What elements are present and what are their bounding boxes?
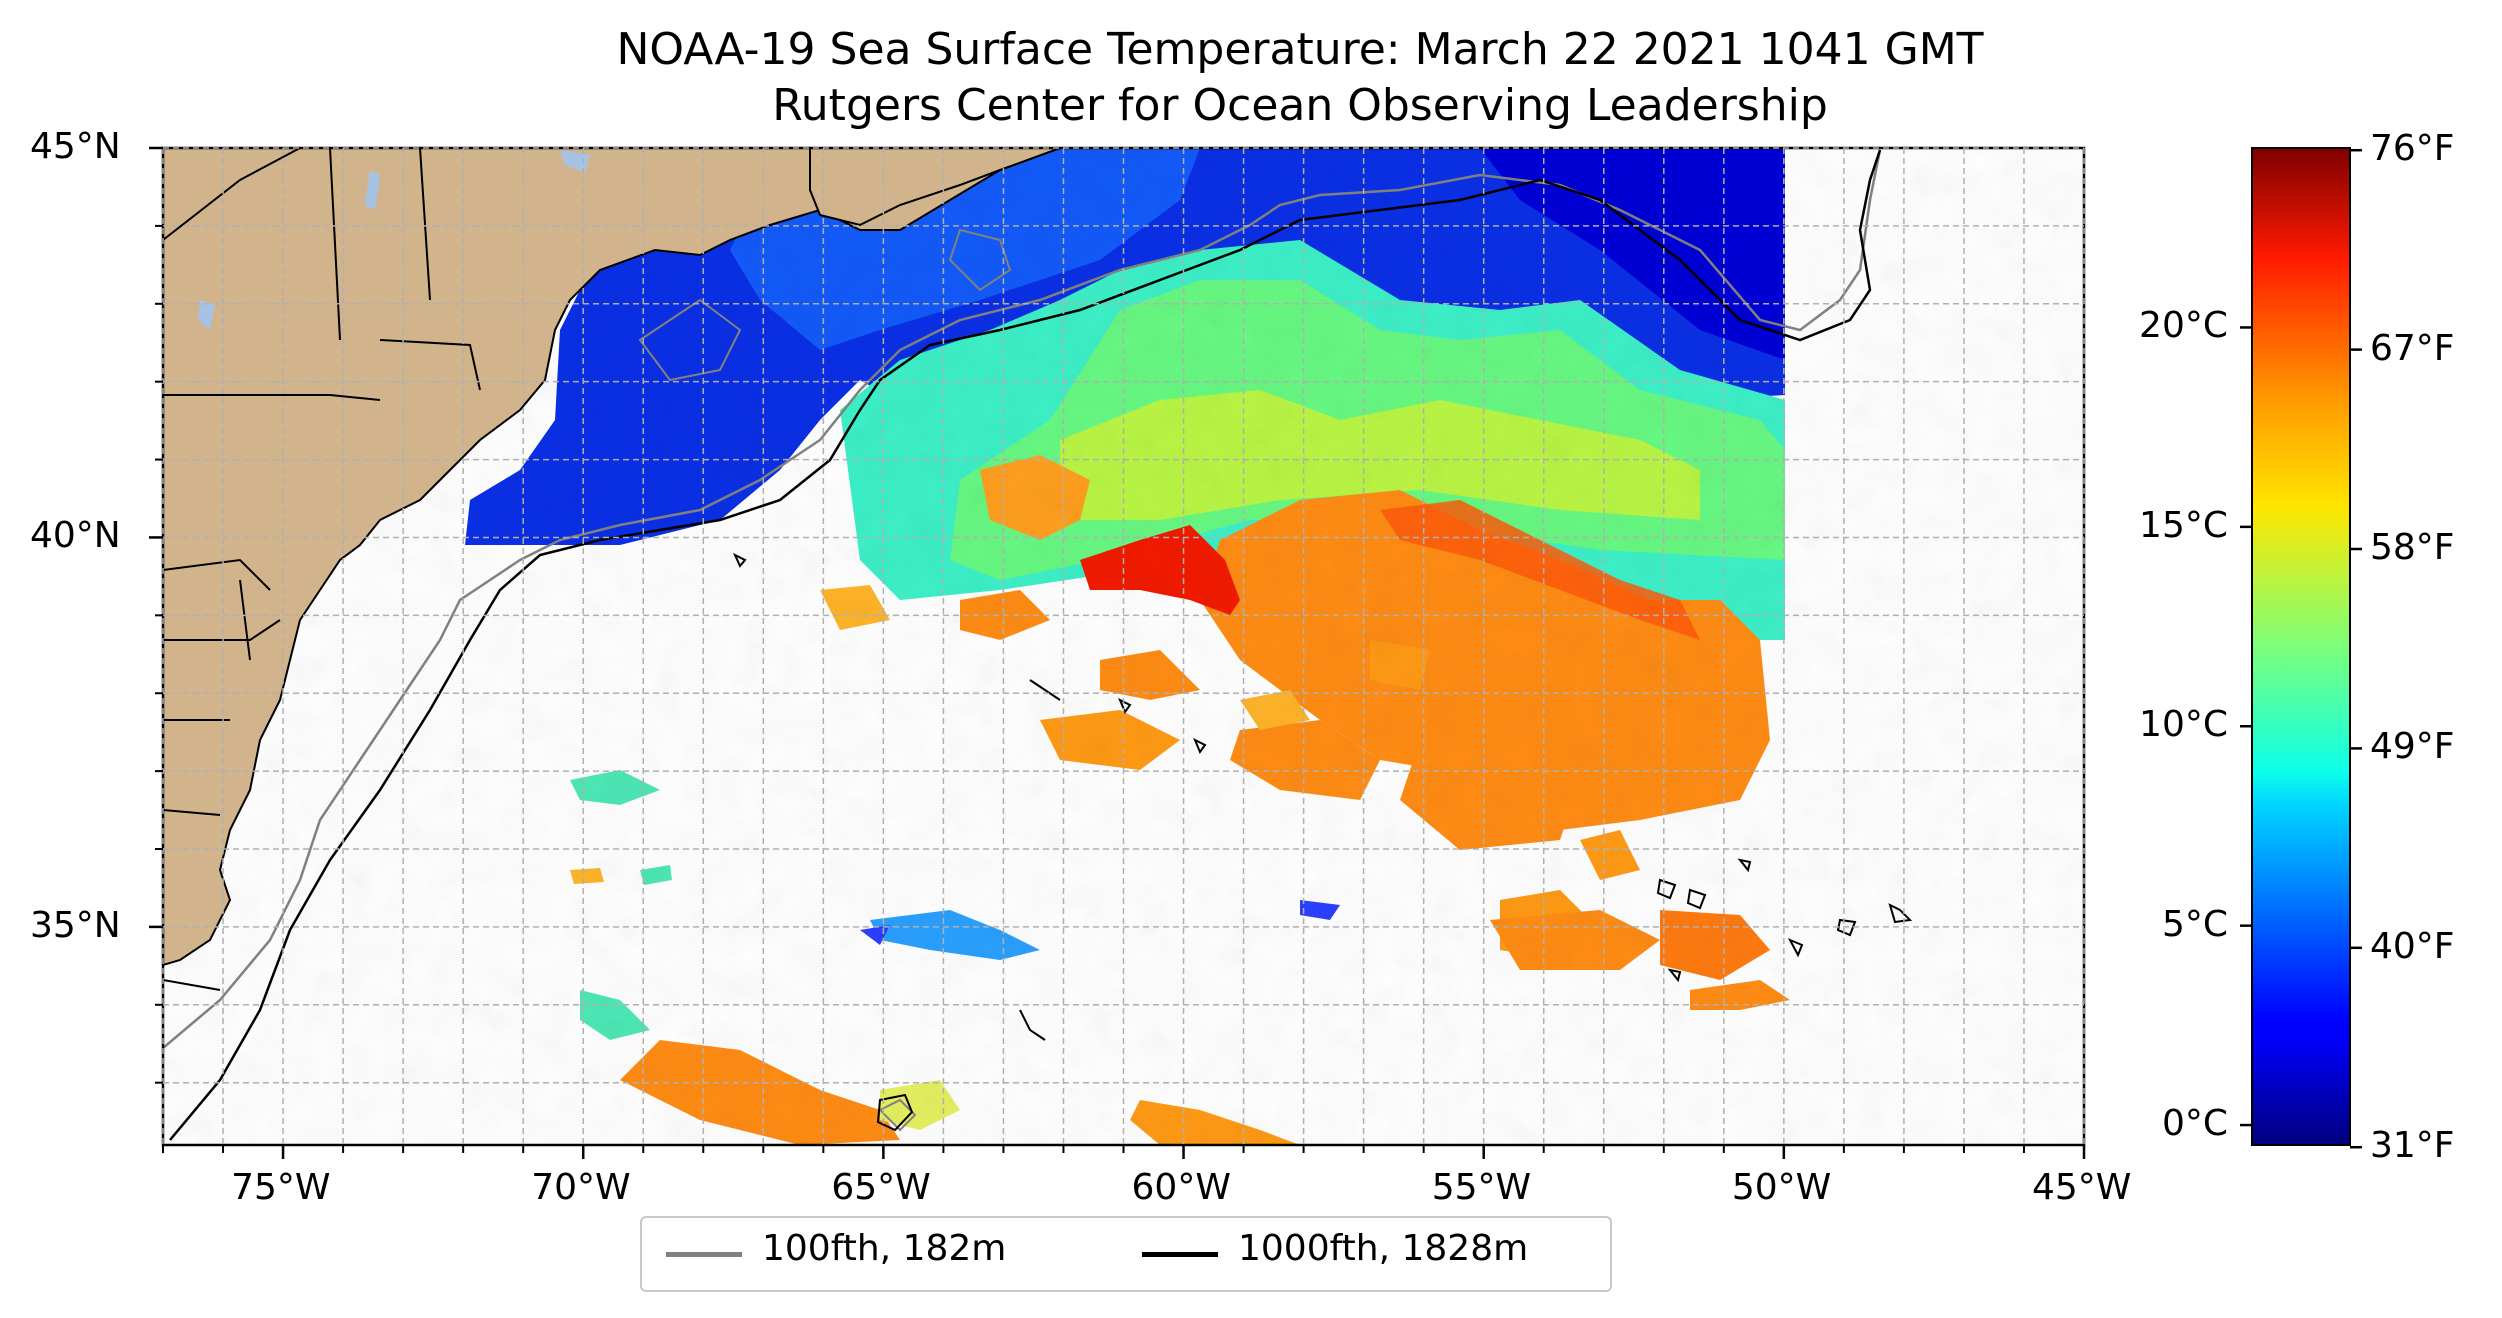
lon-tick-label: 65°W (831, 1167, 931, 1208)
colorbar-label-fahrenheit: 67°F (2370, 327, 2455, 369)
lat-tick-label: 45°N (30, 126, 121, 167)
lon-tick-label: 45°W (2032, 1167, 2132, 1208)
colorbar-ticks (2240, 148, 2362, 1149)
lon-tick-label: 60°W (1131, 1167, 1231, 1208)
map-area (163, 148, 2084, 1145)
colorbar-label-celsius: 0°C (2161, 1103, 2228, 1145)
lat-tick-label: 35°N (30, 904, 121, 946)
isobath-100fth (163, 149, 1882, 1049)
colorbar-label-celsius: 15°C (2139, 504, 2228, 546)
colorbar-label-fahrenheit: 40°F (2370, 925, 2455, 967)
chart-title: NOAA-19 Sea Surface Temperature: March 2… (616, 24, 1984, 75)
graticule (162, 147, 2085, 1145)
colorbar-label-fahrenheit: 58°F (2370, 527, 2455, 568)
colorbar-label-fahrenheit: 49°F (2370, 726, 2455, 768)
isobath-1000fth (169, 149, 1882, 1141)
colorbar-label-celsius: 20°C (2139, 305, 2228, 347)
colorbar (2251, 147, 2351, 1146)
legend: 100fth, 182m 1000fth, 1828m (640, 1216, 1612, 1292)
colorbar-label-fahrenheit: 76°F (2370, 128, 2455, 170)
legend-swatch-1000fth (1142, 1252, 1218, 1257)
legend-label-1000fth: 1000fth, 1828m (1238, 1228, 1529, 1269)
state-borders (163, 148, 481, 991)
lon-tick-label: 50°W (1731, 1167, 1832, 1208)
chart-subtitle: Rutgers Center for Ocean Observing Leade… (772, 80, 1828, 131)
legend-swatch-100fth (666, 1252, 742, 1257)
colorbar-label-celsius: 5°C (2161, 903, 2228, 945)
lon-tick-label: 55°W (1431, 1167, 1532, 1208)
lon-tick-label: 70°W (531, 1167, 631, 1208)
map-ticks (149, 146, 2086, 1159)
legend-label-100fth: 100fth, 182m (762, 1228, 1007, 1269)
lon-tick-label: 75°W (231, 1167, 331, 1208)
colorbar-label-celsius: 10°C (2139, 704, 2228, 746)
colorbar-label-fahrenheit: 31°F (2370, 1125, 2455, 1167)
lat-tick-label: 40°N (30, 515, 121, 557)
